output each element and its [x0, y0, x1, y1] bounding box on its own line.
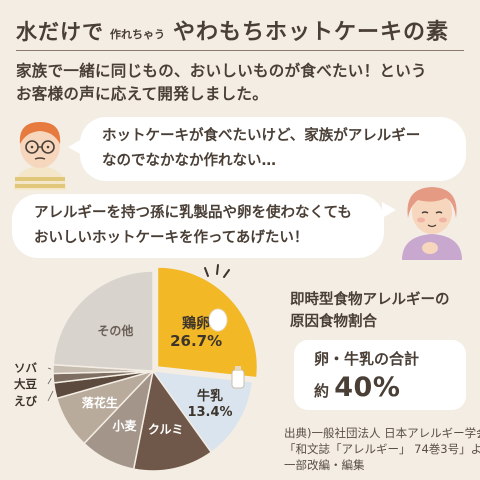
egg-icon	[208, 308, 228, 332]
stat-title-line2: 原因食物割合	[290, 314, 377, 330]
bubble-line: ホットケーキが食べたいけど、家族がアレルギー	[102, 128, 421, 144]
source-line3: 一部改編・編集	[284, 458, 365, 472]
pie-label-8: その他	[97, 323, 133, 338]
pie-slice-1	[151, 370, 254, 454]
leader-line	[47, 367, 52, 370]
pie-label-1: 13.4%	[187, 405, 232, 420]
pie-slice-8	[52, 270, 154, 372]
sparkle-icon	[204, 264, 230, 278]
bubble-line: アレルギーを持つ孫に乳製品や卵を使わなくても	[34, 205, 352, 221]
intro-line2: お客様の声に応えて開発しました。	[16, 85, 269, 103]
source-line1: 出典)一般社団法人 日本アレルギー学会	[284, 426, 480, 440]
bubble-line: なのでなかなか作れない…	[102, 153, 276, 169]
page-header: 水だけで 作れちゃう やわもちホットケーキの素	[16, 10, 449, 46]
title-part1: 水だけで	[16, 20, 104, 44]
parent-speech-bubble: ホットケーキが食べたいけど、家族がアレルギー なのでなかなか作れない…	[80, 117, 466, 181]
total-callout: 卵・牛乳の合計 約 40%	[294, 340, 466, 410]
pie-slice-2	[132, 369, 213, 472]
source-note: 出典)一般社団法人 日本アレルギー学会 「和文誌「アレルギー」 74巻3号」より…	[284, 425, 480, 473]
callout-line2: 約 40%	[314, 372, 400, 403]
grandma-speech-bubble: アレルギーを持つ孫に乳製品や卵を使わなくても おいしいホットケーキを作ってあげた…	[12, 194, 384, 258]
leader-line	[47, 390, 54, 402]
grandmother-illustration	[402, 187, 462, 260]
pie-label-7: ソバ	[14, 361, 37, 375]
milk-bottle-icon	[231, 366, 245, 389]
pie-label-3: 小麦	[112, 418, 137, 433]
bubble-line: おいしいホットケーキを作ってあげたい！	[34, 230, 309, 246]
leader-line	[47, 378, 52, 385]
title-part2: やわもちホットケーキの素	[173, 20, 450, 45]
callout-value: 40%	[334, 372, 401, 403]
bubble-tail	[382, 202, 396, 218]
pie-label-0: 26.7%	[170, 332, 222, 350]
pie-label-4: 落花生	[82, 395, 118, 410]
intro-text: 家族で一緒に同じもの、おいしいものが食べたい！という お客様の声に応えて開発しま…	[16, 60, 464, 106]
pie-label-6: 大豆	[14, 377, 37, 391]
bubble-tail	[68, 139, 82, 155]
header-divider	[16, 50, 464, 51]
pie-label-0: 鶏卵	[182, 315, 210, 332]
stat-title: 即時型食物アレルギーの 原因食物割合	[290, 289, 470, 333]
pie-slice-0	[156, 266, 259, 379]
source-line2: 「和文誌「アレルギー」 74巻3号」より	[284, 442, 480, 456]
intro-line1: 家族で一緒に同じもの、おいしいものが食べたい！という	[16, 62, 427, 80]
pie-label-2: クルミ	[148, 423, 184, 437]
title-small: 作れちゃう	[110, 28, 165, 41]
callout-prefix: 約	[314, 382, 330, 400]
pie-label-5: えび	[14, 394, 37, 408]
pie-label-1: 牛乳	[197, 388, 223, 404]
parent-illustration	[14, 122, 66, 190]
callout-line1: 卵・牛乳の合計	[314, 350, 420, 368]
stat-title-line1: 即時型食物アレルギーの	[290, 292, 450, 308]
